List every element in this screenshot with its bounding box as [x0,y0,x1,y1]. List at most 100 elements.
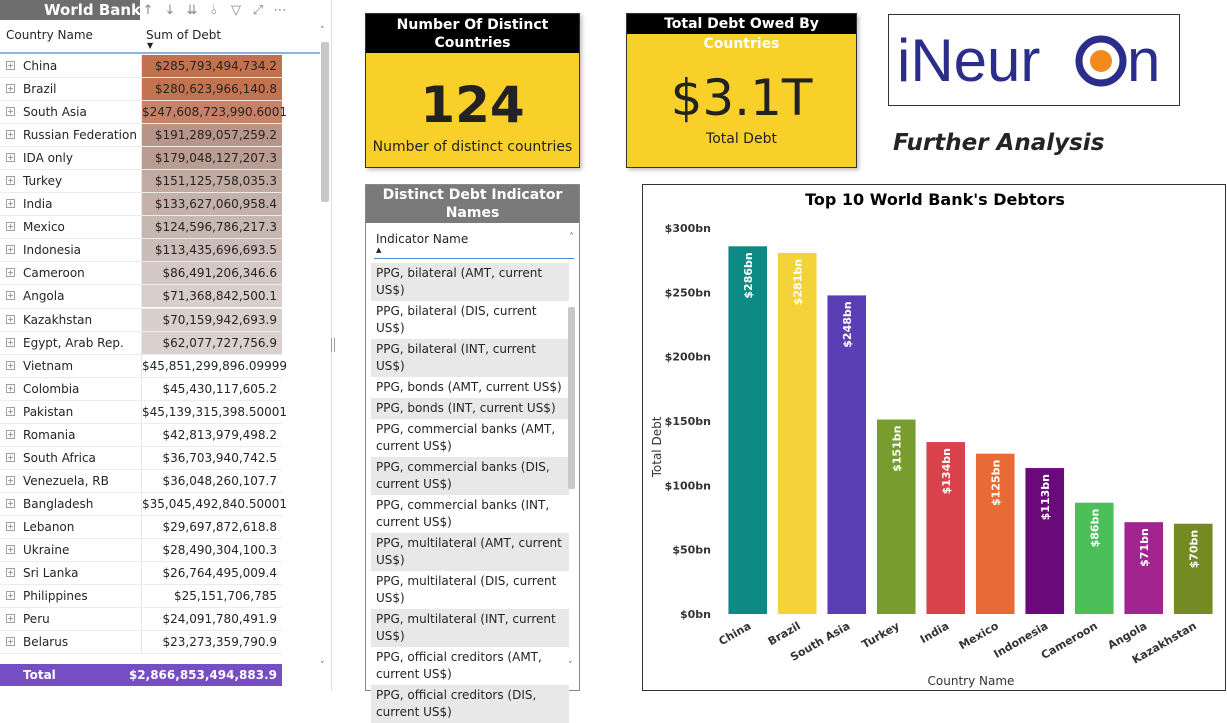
table-row[interactable]: + Turkey $151,125,758,035.3 [0,170,282,194]
table-row[interactable]: + Cameroon $86,491,206,346.6 [0,262,282,286]
slicer-item[interactable]: PPG, multilateral (INT, current US$) [371,609,569,647]
table-row[interactable]: + South Africa $36,703,940,742.5 [0,446,282,470]
table-row[interactable]: + Sri Lanka $26,764,495,009.4 [0,562,282,586]
table-row[interactable]: + Philippines $25,151,706,785 [0,585,282,609]
slicer-item[interactable]: PPG, bonds (INT, current US$) [371,398,569,419]
more-icon[interactable]: ⋯ [273,3,287,18]
table-row[interactable]: + Vietnam $45,851,299,896.09999 [0,354,287,378]
expand-icon[interactable]: + [6,314,15,324]
slicer-item[interactable]: PPG, bilateral (AMT, current US$) [371,263,569,301]
focus-icon[interactable]: ⤢ [252,3,264,18]
table-row[interactable]: + Ukraine $28,490,304,100.3 [0,538,282,563]
bar-brazil[interactable] [777,252,817,614]
bar-india[interactable] [926,442,966,614]
expand-icon[interactable]: + [6,153,15,163]
sort-down-icon[interactable]: ↓ [164,3,176,18]
table-row[interactable]: + Pakistan $45,139,315,398.50001 [0,400,287,424]
expand-icon[interactable]: + [6,429,15,439]
expand-icon[interactable]: + [6,475,15,485]
slicer-item[interactable]: PPG, official creditors (AMT, current US… [376,650,542,681]
expand-all-icon[interactable]: ⇊ [186,3,198,18]
expand-icon[interactable]: + [6,199,15,209]
bar-indonesia[interactable] [1025,468,1065,614]
expand-icon[interactable]: + [6,107,15,117]
matrix-scrollbar[interactable]: ˄ ˅ [320,26,330,671]
table-row[interactable]: + Kazakhstan $70,159,942,693.9 [0,308,282,332]
table-row[interactable]: + Lebanon $29,697,872,618.8 [0,515,282,540]
table-row[interactable]: + Brazil $280,623,966,140.8 [0,78,282,102]
slicer-item[interactable]: PPG, bilateral (INT, current US$) [371,339,569,377]
expand-icon[interactable]: + [6,452,15,462]
table-row[interactable]: + Belarus $23,273,359,790.9 [0,631,282,655]
expand-icon[interactable]: + [6,614,15,624]
expand-icon[interactable]: + [6,268,15,278]
slicer-item[interactable]: PPG, bilateral (DIS, current US$) [376,304,537,335]
chevron-up-icon[interactable]: ˄ [569,232,574,243]
bar-cameroon[interactable] [1074,502,1114,614]
expand-icon[interactable]: + [6,498,15,508]
table-row[interactable]: + Russian Federation $191,289,057,259.2 [0,124,282,148]
expand-icon[interactable]: + [6,337,15,347]
slicer-item[interactable]: PPG, bonds (AMT, current US$) [376,380,562,394]
bar-kazakhstan[interactable] [1173,523,1213,614]
slicer-item[interactable]: PPG, commercial banks (DIS, current US$) [371,457,569,495]
slicer-item[interactable]: PPG, multilateral (AMT, current US$) [371,533,569,571]
expand-icon[interactable]: + [6,383,15,393]
table-row[interactable]: + India $133,627,060,958.4 [0,193,282,217]
expand-icon[interactable]: + [6,521,15,531]
expand-icon[interactable]: + [6,406,15,416]
drill-icon[interactable]: ⫰ [211,3,217,18]
expand-icon[interactable]: + [6,245,15,255]
table-row[interactable]: + Angola $71,368,842,500.1 [0,285,282,309]
expand-icon[interactable]: + [6,130,15,140]
table-row[interactable]: + Egypt, Arab Rep. $62,077,727,756.9 [0,331,282,355]
expand-icon[interactable]: + [6,222,15,232]
table-row[interactable]: + Bangladesh $35,045,492,840.50001 [0,492,287,516]
expand-icon[interactable]: + [6,591,15,601]
chart-svg: Top 10 World Bank's Debtors Country Name… [650,190,1213,688]
slicer-header[interactable]: Indicator Name ▲ ˄ [374,231,574,259]
table-row[interactable]: + Mexico $124,596,786,217.3 [0,216,282,240]
table-row[interactable]: + China $285,793,494,734.2 [0,55,282,79]
table-row[interactable]: + Romania $42,813,979,498.2 [0,423,282,447]
table-row[interactable]: + Indonesia $113,435,696,693.5 [0,239,282,263]
table-row[interactable]: + Colombia $45,430,117,605.2 [0,377,282,401]
expand-icon[interactable]: + [6,568,15,578]
bar-angola[interactable] [1124,522,1164,614]
slicer-item[interactable]: PPG, multilateral (DIS, current US$) [376,574,557,605]
slicer-scroll-thumb[interactable] [568,307,575,489]
expand-icon[interactable]: + [6,544,15,554]
expand-icon[interactable]: + [6,637,15,647]
table-row[interactable]: + South Asia $247,608,723,990.6001 [0,101,287,125]
further-analysis-link[interactable]: Further Analysis [893,130,1105,156]
card-value: $3.1T [670,69,813,127]
scroll-thumb[interactable] [321,42,329,202]
column-header-debt[interactable]: Sum of Debt [146,28,222,42]
bar-south-asia[interactable] [827,295,867,614]
expand-icon[interactable]: + [6,176,15,186]
chevron-down-icon[interactable]: ˅ [568,661,573,671]
bar-china[interactable] [728,246,768,614]
filter-icon[interactable]: ▽ [231,3,241,18]
scroll-down-icon[interactable]: ˅ [320,661,325,671]
table-row[interactable]: + Venezuela, RB $36,048,260,107.7 [0,469,282,493]
table-row[interactable]: + IDA only $179,048,127,207.3 [0,147,282,171]
expand-icon[interactable]: + [6,61,15,70]
slicer-item[interactable]: PPG, commercial banks (INT, current US$) [376,498,550,529]
country-name-cell: Colombia [23,381,80,396]
scroll-up-icon[interactable]: ˄ [320,26,325,36]
expand-icon[interactable]: + [6,291,15,301]
resize-handle[interactable] [331,338,335,352]
bar-mexico[interactable] [975,453,1015,614]
slicer-item[interactable]: PPG, commercial banks (AMT, current US$) [376,422,556,453]
sort-up-icon[interactable]: ↑ [142,3,154,18]
table-row[interactable]: + Peru $24,091,780,491.9 [0,608,282,632]
column-header-country[interactable]: Country Name [6,28,93,42]
debt-value-cell: $285,793,494,734.2 [141,55,282,77]
country-name-cell: Mexico [23,220,65,235]
x-tick-label: Cameroon [1039,619,1100,662]
slicer-header-label[interactable]: Indicator Name [376,232,469,246]
bar-turkey[interactable] [876,419,916,614]
expand-icon[interactable]: + [6,84,15,94]
expand-icon[interactable]: + [6,360,15,370]
